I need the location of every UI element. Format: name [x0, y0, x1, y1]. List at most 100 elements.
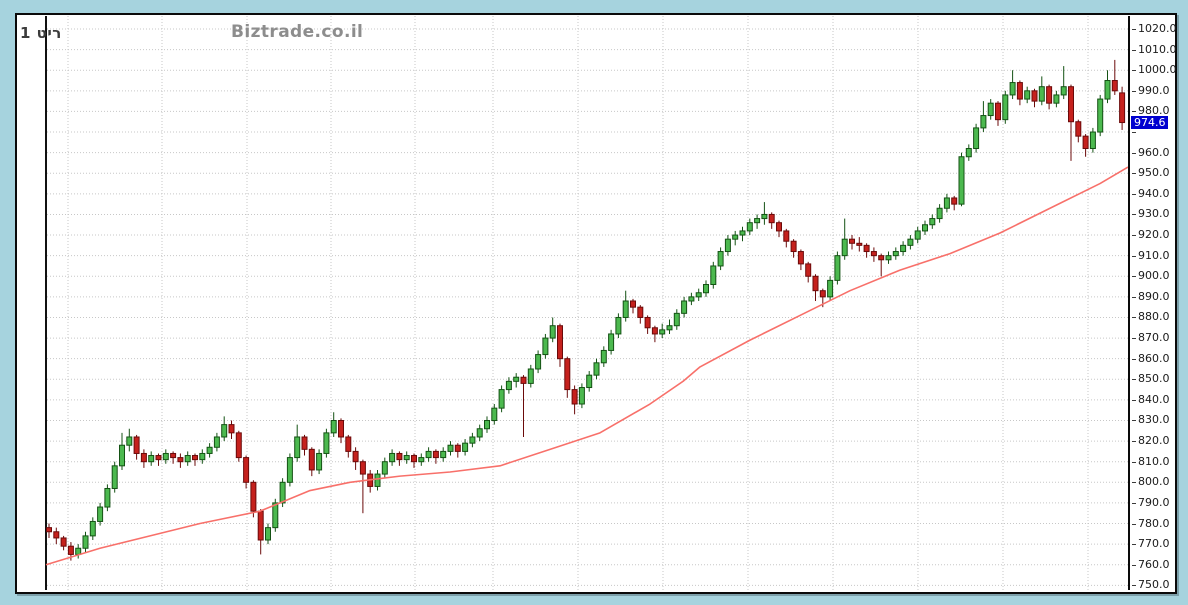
- candle-up: [929, 218, 936, 226]
- candle-up: [900, 244, 907, 253]
- candle-up: [608, 333, 615, 351]
- y-axis-tick: [1132, 193, 1136, 195]
- watermark-biztrade: Biztrade.co.il: [231, 22, 364, 42]
- candle-up: [119, 444, 125, 467]
- candle-up: [126, 436, 133, 446]
- candle-up: [965, 148, 972, 158]
- candle-down: [352, 450, 359, 463]
- y-axis-tick: [1132, 49, 1136, 51]
- y-axis-tick: [1132, 276, 1136, 278]
- y-axis-tick: [1132, 90, 1136, 92]
- candle-up: [425, 450, 432, 459]
- candle-up: [1104, 80, 1111, 100]
- candle-up: [732, 234, 739, 240]
- candle-up: [206, 446, 213, 454]
- candle-up: [688, 296, 695, 302]
- candle-up: [542, 337, 549, 356]
- candle-down: [637, 306, 644, 318]
- y-axis-tick: [1132, 379, 1136, 381]
- candle-down: [878, 255, 885, 261]
- y-axis-label: 1020.0: [1138, 22, 1177, 35]
- candle-up: [1024, 90, 1031, 100]
- y-axis-label: 860.0: [1138, 351, 1170, 365]
- candle-down: [1119, 92, 1126, 124]
- candle-down: [1046, 86, 1053, 104]
- candle-up: [389, 452, 396, 463]
- candle-up: [286, 457, 293, 483]
- candle-up: [593, 362, 600, 376]
- candle-up: [892, 251, 899, 257]
- candle-up: [980, 115, 987, 129]
- y-axis-label: 890.0: [1138, 289, 1170, 303]
- candle-up: [987, 102, 994, 117]
- y-axis-label: 840.0: [1138, 392, 1170, 406]
- candle-up: [710, 265, 717, 286]
- candle-down: [338, 419, 344, 438]
- y-axis-label: 870.0: [1138, 331, 1170, 345]
- y-axis-label: 780.0: [1138, 516, 1170, 530]
- candle-up: [462, 442, 469, 452]
- candle-down: [797, 251, 804, 265]
- candle-up: [418, 457, 425, 463]
- candlestick-chart-area[interactable]: [45, 16, 1128, 590]
- y-axis-label: 760.0: [1138, 557, 1170, 571]
- y-axis-tick: [1132, 214, 1136, 216]
- y-axis-tick: [1132, 399, 1136, 401]
- candle-up: [1038, 86, 1045, 102]
- candle-down: [46, 527, 52, 533]
- candle-up: [885, 255, 892, 261]
- candle-up: [958, 156, 965, 205]
- candle-down: [557, 325, 563, 360]
- candle-up: [279, 481, 286, 504]
- candle-up: [199, 452, 206, 461]
- candle-down: [783, 230, 790, 242]
- candle-down: [856, 242, 863, 246]
- y-axis-tick: [1132, 585, 1136, 587]
- y-axis-label: 910.0: [1138, 248, 1170, 262]
- y-axis-label: 830.0: [1138, 413, 1170, 427]
- candle-down: [359, 461, 366, 475]
- candle-down: [133, 436, 140, 454]
- candle-up: [827, 279, 834, 298]
- y-axis-tick: [1132, 461, 1136, 463]
- y-axis-tick: [1132, 317, 1136, 319]
- candle-down: [768, 213, 775, 224]
- candle-down: [870, 251, 877, 257]
- candle-down: [951, 197, 958, 205]
- candle-down: [60, 537, 67, 547]
- y-axis-tick: [1132, 235, 1136, 237]
- y-axis-label: 980.0: [1138, 104, 1170, 118]
- candle-up: [586, 374, 593, 389]
- candle-up: [1053, 94, 1060, 104]
- candle-down: [396, 452, 403, 461]
- candle-up: [717, 251, 724, 267]
- moving-average-line: [45, 166, 1128, 566]
- y-axis-tick: [1132, 441, 1136, 443]
- candle-up: [834, 255, 841, 281]
- candle-up: [973, 127, 980, 150]
- candle-down: [250, 481, 257, 512]
- candle-down: [651, 327, 658, 335]
- y-axis-tick: [1132, 152, 1136, 154]
- y-axis-tick: [1132, 111, 1136, 113]
- candle-down: [192, 455, 198, 461]
- candle-up: [943, 197, 950, 209]
- candle-up: [746, 222, 753, 232]
- candle-up: [440, 450, 447, 459]
- candle-down: [1016, 82, 1023, 100]
- candle-down: [1111, 80, 1118, 92]
- candle-up: [403, 455, 410, 461]
- y-axis-tick: [1132, 173, 1136, 175]
- candle-up: [272, 502, 279, 529]
- candle-up: [447, 444, 454, 452]
- candle-up: [330, 419, 337, 434]
- candle-up: [600, 349, 607, 364]
- candle-down: [257, 510, 264, 541]
- candle-up: [907, 238, 914, 246]
- candle-up: [615, 316, 622, 335]
- y-axis-label: 940.0: [1138, 186, 1170, 200]
- candle-down: [819, 290, 826, 298]
- candle-up: [476, 428, 483, 438]
- candle-down: [308, 448, 315, 471]
